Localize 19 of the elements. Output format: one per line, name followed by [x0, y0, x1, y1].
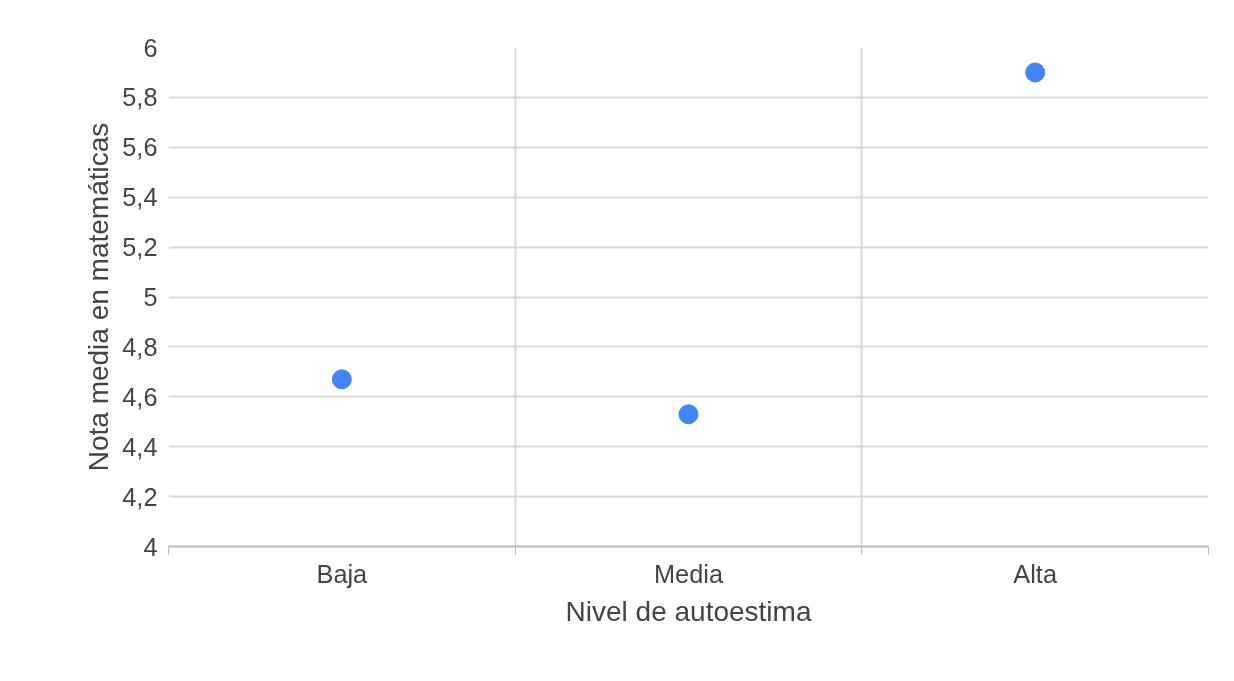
y-tick-label: 5,8	[122, 83, 158, 112]
x-tick-label: Media	[654, 559, 724, 588]
y-tick-label: 4,2	[122, 482, 158, 511]
y-tick-label: 5,4	[122, 183, 158, 212]
y-tick-label: 4,6	[122, 382, 158, 411]
point	[1025, 62, 1046, 83]
x-tick-label: Alta	[1013, 559, 1058, 588]
y-tick-label: 6	[143, 33, 158, 62]
y-tick-label: 4,4	[122, 432, 158, 461]
y-tick-label: 4	[143, 532, 158, 561]
y-tick-label: 4,8	[122, 332, 158, 361]
y-tick-label: 5	[143, 283, 158, 311]
point	[331, 369, 352, 390]
point	[678, 404, 699, 425]
y-axis-title: Nota media en matemáticas	[83, 122, 115, 472]
y-tick-label: 5,6	[122, 133, 158, 162]
y-tick-label: 5,2	[122, 233, 158, 262]
x-axis-title: Nivel de autoestima	[565, 595, 812, 627]
x-tick-label: Baja	[316, 559, 369, 588]
